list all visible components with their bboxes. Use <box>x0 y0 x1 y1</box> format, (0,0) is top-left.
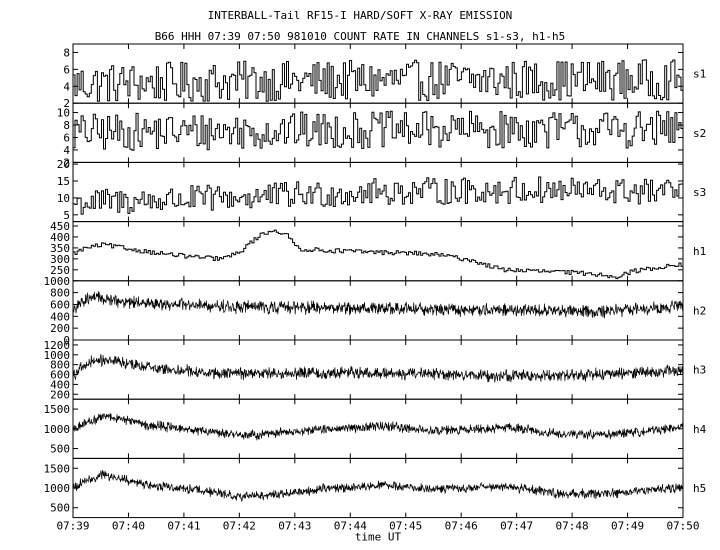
x-axis-label: time UT <box>355 531 402 544</box>
channel-label-h3: h3 <box>693 364 706 377</box>
y-tick-label-h2: 200 <box>50 322 70 335</box>
x-tick-label: 07:40 <box>112 520 145 533</box>
y-tick-label-s3: 20 <box>57 158 70 171</box>
y-tick-label-h4: 1000 <box>44 423 71 436</box>
y-tick-label-s1: 8 <box>63 46 70 59</box>
channel-label-h1: h1 <box>693 245 706 258</box>
y-tick-label-h3: 1200 <box>44 339 71 352</box>
y-tick-label-h3: 200 <box>50 388 70 401</box>
channel-label-s3: s3 <box>693 186 706 199</box>
panel-frame-h4 <box>72 398 684 459</box>
y-tick-label-s2: 4 <box>63 144 70 157</box>
y-tick-label-h1: 400 <box>50 231 70 244</box>
x-tick-label: 07:46 <box>445 520 478 533</box>
y-tick-label-h3: 400 <box>50 378 70 391</box>
channel-label-h4: h4 <box>693 423 707 436</box>
y-tick-label-h1: 450 <box>50 220 70 233</box>
channel-label-s1: s1 <box>693 68 706 81</box>
y-tick-label-s1: 6 <box>63 63 70 76</box>
x-tick-label: 07:47 <box>500 520 533 533</box>
x-tick-label: 07:45 <box>389 520 422 533</box>
y-tick-label-h2: 0 <box>63 334 70 347</box>
x-tick-label: 07:39 <box>56 520 89 533</box>
series-line-s1 <box>73 59 683 102</box>
x-tick-label: 07:48 <box>556 520 589 533</box>
y-tick-label-s2: 10 <box>57 107 70 120</box>
y-tick-label-h3: 600 <box>50 369 70 382</box>
y-tick-label-h5: 1500 <box>44 462 71 475</box>
panel-frame-h5 <box>72 457 684 519</box>
series-line-h5 <box>72 470 684 502</box>
panel-frame-s2 <box>72 102 684 163</box>
series-line-h2 <box>72 291 684 319</box>
y-tick-label-s2: 2 <box>63 156 70 169</box>
y-tick-label-h1: 350 <box>50 242 70 255</box>
x-tick-label: 07:49 <box>611 520 644 533</box>
chart-title: INTERBALL-Tail RF15-I HARD/SOFT X-RAY EM… <box>207 9 513 22</box>
series-line-h4 <box>72 412 684 441</box>
x-tick-label: 07:42 <box>223 520 256 533</box>
x-tick-label: 07:43 <box>278 520 311 533</box>
channel-label-h5: h5 <box>693 482 706 495</box>
y-tick-label-h3: 800 <box>50 359 70 372</box>
series-line-h3 <box>72 354 684 383</box>
series-line-h1 <box>73 229 683 280</box>
y-tick-label-s3: 5 <box>63 209 70 222</box>
y-tick-label-h5: 500 <box>50 502 70 515</box>
x-tick-label: 07:44 <box>334 520 367 533</box>
y-tick-label-h3: 1000 <box>44 349 71 362</box>
y-tick-label-h4: 500 <box>50 443 70 456</box>
y-tick-label-h1: 300 <box>50 253 70 266</box>
x-tick-label: 07:50 <box>666 520 699 533</box>
y-tick-label-s1: 4 <box>63 80 70 93</box>
series-line-s3 <box>73 176 683 215</box>
y-tick-label-h4: 1500 <box>44 403 71 416</box>
y-tick-label-s2: 6 <box>63 131 70 144</box>
y-tick-label-h5: 1000 <box>44 482 71 495</box>
y-tick-label-s3: 15 <box>57 175 70 188</box>
x-tick-label: 07:41 <box>167 520 200 533</box>
y-tick-label-s3: 10 <box>57 192 70 205</box>
y-tick-label-h2: 400 <box>50 310 70 323</box>
y-tick-label-h2: 600 <box>50 298 70 311</box>
series-line-s2 <box>73 110 683 151</box>
y-tick-label-h1: 250 <box>50 264 70 277</box>
y-tick-label-h2: 800 <box>50 287 70 300</box>
y-tick-label-h2: 1000 <box>44 275 71 288</box>
y-tick-label-s2: 8 <box>63 119 70 132</box>
y-tick-label-s1: 2 <box>63 97 70 110</box>
channel-label-s2: s2 <box>693 127 706 140</box>
channel-label-h2: h2 <box>693 304 706 317</box>
chart-subtitle: B66 HHH 07:39 07:50 981010 COUNT RATE IN… <box>154 30 566 43</box>
